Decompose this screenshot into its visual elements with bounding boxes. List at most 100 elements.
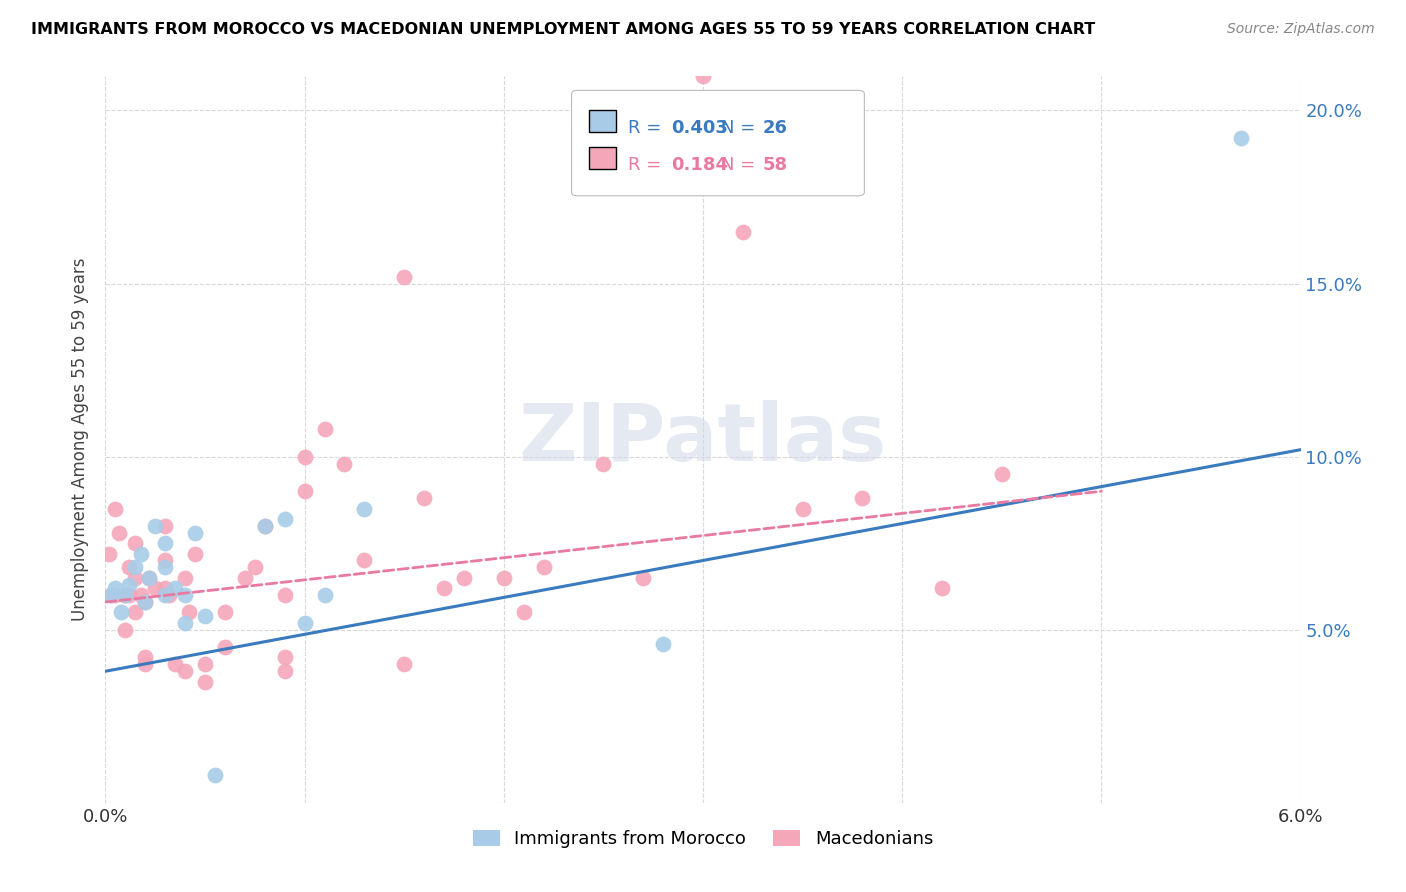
Point: [174, 571, 197, 585]
Point: [114, 588, 136, 602]
Point: [157, 588, 180, 602]
Point: [153, 519, 177, 533]
Point: [174, 665, 197, 679]
Point: [294, 615, 316, 630]
Text: N =: N =: [721, 120, 761, 137]
Point: [392, 657, 416, 672]
Text: Source: ZipAtlas.com: Source: ZipAtlas.com: [1227, 22, 1375, 37]
Point: [492, 571, 515, 585]
Point: [108, 525, 131, 540]
Text: 58: 58: [762, 156, 787, 174]
Point: [731, 225, 754, 239]
Point: [294, 450, 316, 464]
Point: [129, 588, 153, 602]
Point: [273, 588, 295, 602]
Legend: Immigrants from Morocco, Macedonians: Immigrants from Morocco, Macedonians: [465, 822, 941, 855]
Point: [129, 547, 153, 561]
Point: [143, 581, 166, 595]
Point: [118, 560, 141, 574]
Point: [165, 657, 187, 672]
Point: [118, 578, 141, 592]
Point: [174, 588, 197, 602]
Point: [333, 457, 356, 471]
Point: [652, 636, 675, 650]
Point: [353, 553, 375, 567]
Point: [165, 581, 187, 595]
Point: [104, 581, 127, 595]
FancyBboxPatch shape: [589, 146, 616, 169]
Text: 26: 26: [762, 120, 787, 137]
Point: [931, 581, 953, 595]
Text: 0.184: 0.184: [671, 156, 728, 174]
Point: [513, 606, 536, 620]
Point: [134, 595, 156, 609]
Point: [100, 588, 122, 602]
Point: [174, 615, 197, 630]
Point: [253, 519, 276, 533]
Point: [273, 650, 295, 665]
Text: IMMIGRANTS FROM MOROCCO VS MACEDONIAN UNEMPLOYMENT AMONG AGES 55 TO 59 YEARS COR: IMMIGRANTS FROM MOROCCO VS MACEDONIAN UN…: [31, 22, 1095, 37]
Point: [100, 588, 122, 602]
Point: [124, 536, 146, 550]
Point: [453, 571, 475, 585]
Text: R =: R =: [627, 120, 666, 137]
FancyBboxPatch shape: [571, 90, 865, 195]
Point: [990, 467, 1012, 481]
Point: [353, 501, 375, 516]
Point: [194, 657, 217, 672]
Point: [114, 623, 136, 637]
Point: [294, 484, 316, 499]
Point: [204, 768, 226, 782]
Point: [433, 581, 456, 595]
Point: [104, 588, 127, 602]
Point: [143, 519, 166, 533]
Point: [153, 581, 177, 595]
Point: [592, 457, 614, 471]
Point: [194, 674, 217, 689]
Point: [134, 595, 156, 609]
Point: [134, 650, 156, 665]
Point: [792, 501, 814, 516]
Point: [273, 665, 295, 679]
Point: [114, 588, 136, 602]
Point: [153, 588, 177, 602]
Point: [692, 69, 714, 83]
Point: [413, 491, 436, 505]
Point: [177, 606, 201, 620]
Y-axis label: Unemployment Among Ages 55 to 59 years: Unemployment Among Ages 55 to 59 years: [72, 258, 90, 621]
Text: 0.403: 0.403: [671, 120, 728, 137]
Point: [118, 588, 141, 602]
FancyBboxPatch shape: [589, 111, 616, 132]
Point: [153, 553, 177, 567]
Point: [124, 571, 146, 585]
Point: [214, 606, 236, 620]
Point: [98, 547, 121, 561]
Point: [314, 588, 336, 602]
Point: [124, 606, 146, 620]
Point: [633, 571, 655, 585]
Point: [124, 560, 146, 574]
Point: [184, 525, 207, 540]
Point: [184, 547, 207, 561]
Point: [314, 422, 336, 436]
Point: [110, 606, 132, 620]
Text: N =: N =: [721, 156, 761, 174]
Point: [851, 491, 873, 505]
Point: [104, 501, 127, 516]
Point: [533, 560, 555, 574]
Point: [138, 571, 160, 585]
Point: [194, 608, 217, 623]
Point: [233, 571, 256, 585]
Point: [134, 657, 156, 672]
Point: [392, 269, 416, 284]
Point: [273, 512, 295, 526]
Point: [138, 571, 160, 585]
Text: R =: R =: [627, 156, 666, 174]
Point: [243, 560, 266, 574]
Point: [214, 640, 236, 654]
Point: [153, 560, 177, 574]
Text: ZIPatlas: ZIPatlas: [519, 401, 887, 478]
Point: [253, 519, 276, 533]
Point: [1229, 131, 1253, 145]
Point: [153, 536, 177, 550]
